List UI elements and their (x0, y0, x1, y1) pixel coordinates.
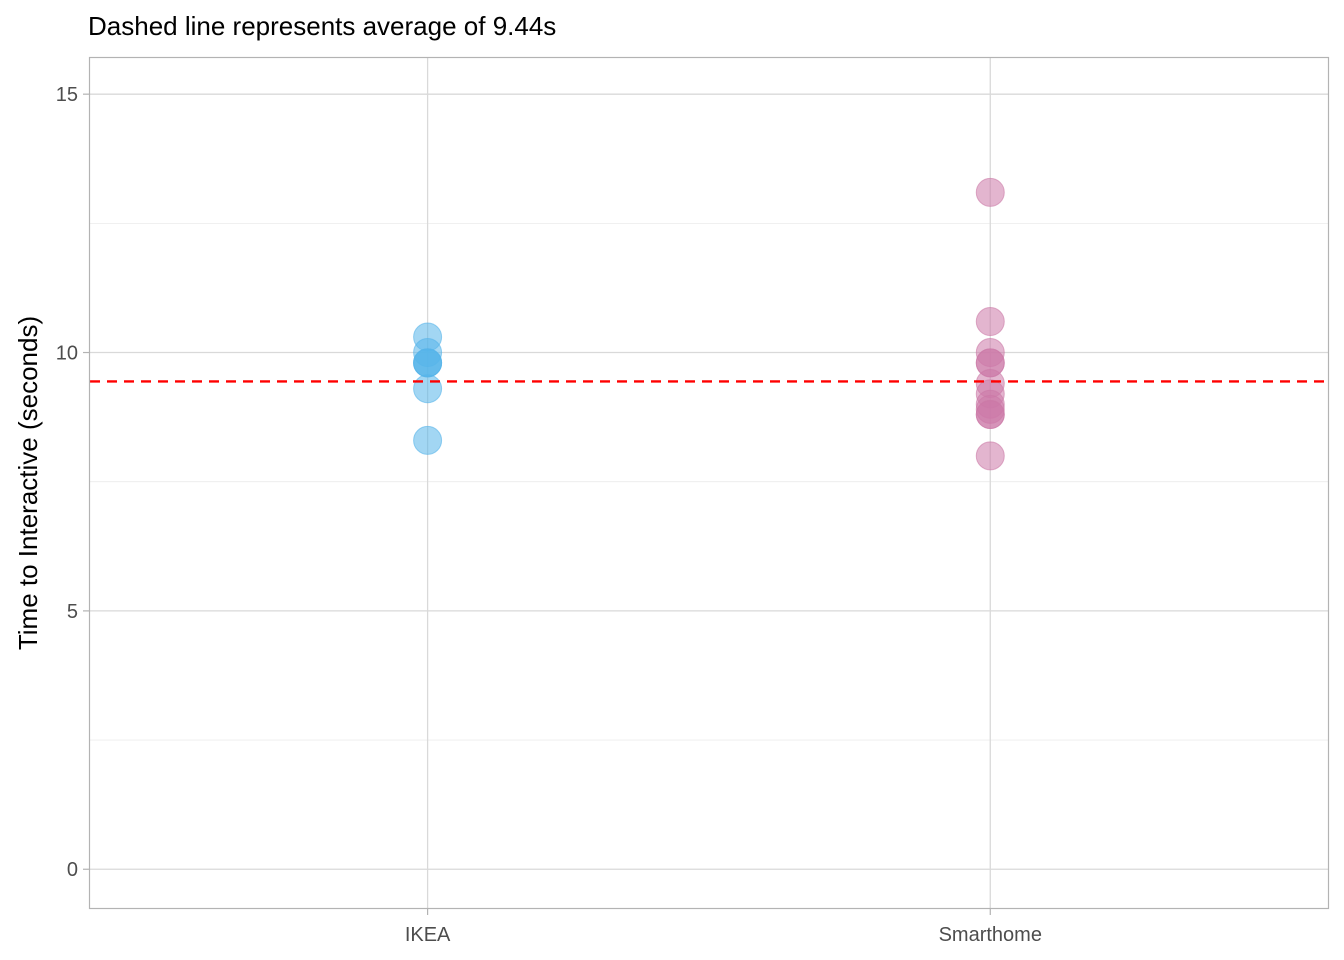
x-tick-labels: IKEA Smarthome (405, 908, 1042, 946)
y-tick-label: 5 (67, 601, 78, 623)
y-tick-labels: 0 5 10 15 (56, 84, 90, 881)
x-tick-label: IKEA (405, 924, 451, 946)
data-point (975, 441, 1005, 471)
points-layer (413, 177, 1005, 471)
plot-panel-border (88, 56, 1330, 910)
y-axis-label: Time to Interactive (seconds) (13, 316, 43, 650)
data-point (975, 307, 1005, 337)
chart-title: Dashed line represents average of 9.44s (88, 11, 556, 41)
grid-layer (90, 58, 1328, 908)
y-tick-label: 15 (56, 84, 78, 106)
data-point (413, 348, 443, 378)
x-tick-label: Smarthome (939, 924, 1042, 946)
data-point (975, 177, 1005, 207)
y-tick-label: 10 (56, 343, 78, 365)
data-point (975, 400, 1005, 430)
data-point (413, 425, 443, 455)
y-tick-label: 0 (67, 859, 78, 881)
data-point (413, 374, 443, 404)
